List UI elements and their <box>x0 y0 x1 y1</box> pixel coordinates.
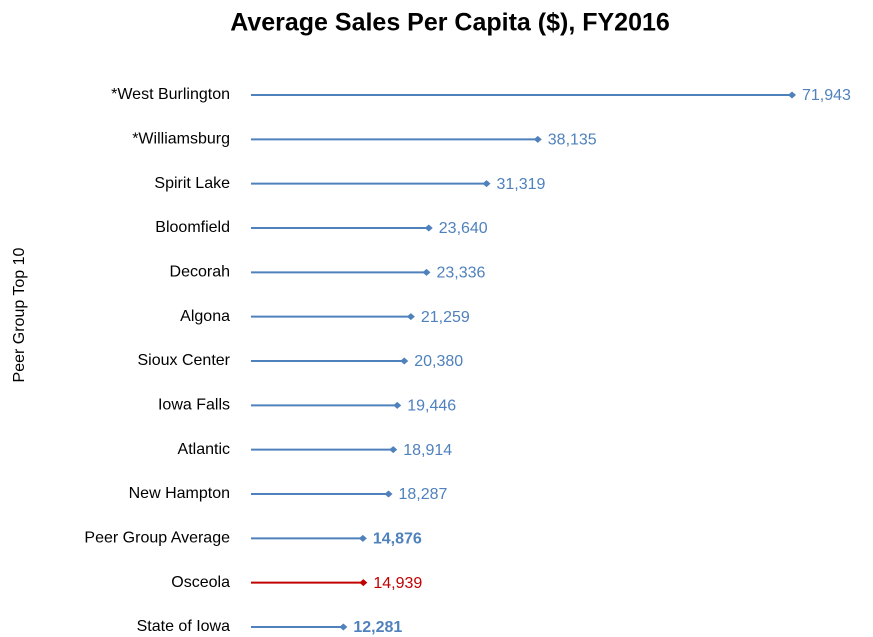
category-label: New Hampton <box>129 485 230 502</box>
lollipop-marker <box>400 357 409 365</box>
category-label: State of Iowa <box>137 618 230 635</box>
data-label: 23,336 <box>436 265 485 282</box>
lollipop-marker <box>359 579 368 587</box>
data-label: 20,380 <box>414 353 463 370</box>
lollipop-marker <box>384 490 393 498</box>
category-label: Bloomfield <box>155 219 230 236</box>
data-label: 71,943 <box>802 87 851 104</box>
lollipop-marker <box>393 401 402 409</box>
chart-title: Average Sales Per Capita ($), FY2016 <box>230 9 670 37</box>
data-label: 31,319 <box>497 176 546 193</box>
data-label: 12,281 <box>353 619 402 636</box>
data-label: 21,259 <box>421 309 470 326</box>
data-label: 18,914 <box>403 442 452 459</box>
lollipop-marker <box>788 91 796 99</box>
data-label: 14,939 <box>373 575 422 592</box>
category-label: Spirit Lake <box>154 175 230 192</box>
category-label: Osceola <box>171 574 230 591</box>
category-label: Decorah <box>170 264 230 281</box>
category-label: Atlantic <box>178 441 230 458</box>
lollipop-marker <box>406 313 415 321</box>
lollipop-marker <box>339 623 348 631</box>
lollipop-marker <box>422 268 431 276</box>
lollipop-marker <box>358 534 367 542</box>
data-label: 14,876 <box>373 531 422 548</box>
lollipop-marker <box>424 224 433 232</box>
data-label: 19,446 <box>407 398 456 415</box>
data-label: 38,135 <box>548 132 597 149</box>
category-label: Peer Group Average <box>84 530 230 547</box>
category-label: Sioux Center <box>138 352 231 369</box>
category-label: Algona <box>180 308 230 325</box>
data-label: 18,287 <box>399 486 448 503</box>
category-label: Iowa Falls <box>158 397 230 414</box>
category-label: *Williamsburg <box>132 131 230 148</box>
lollipop-marker <box>389 446 398 454</box>
lollipop-marker <box>482 180 491 188</box>
category-label: *West Burlington <box>111 86 230 103</box>
lollipop-marker <box>533 135 542 143</box>
data-label: 23,640 <box>439 220 488 237</box>
y-axis-label: Peer Group Top 10 <box>11 247 28 382</box>
